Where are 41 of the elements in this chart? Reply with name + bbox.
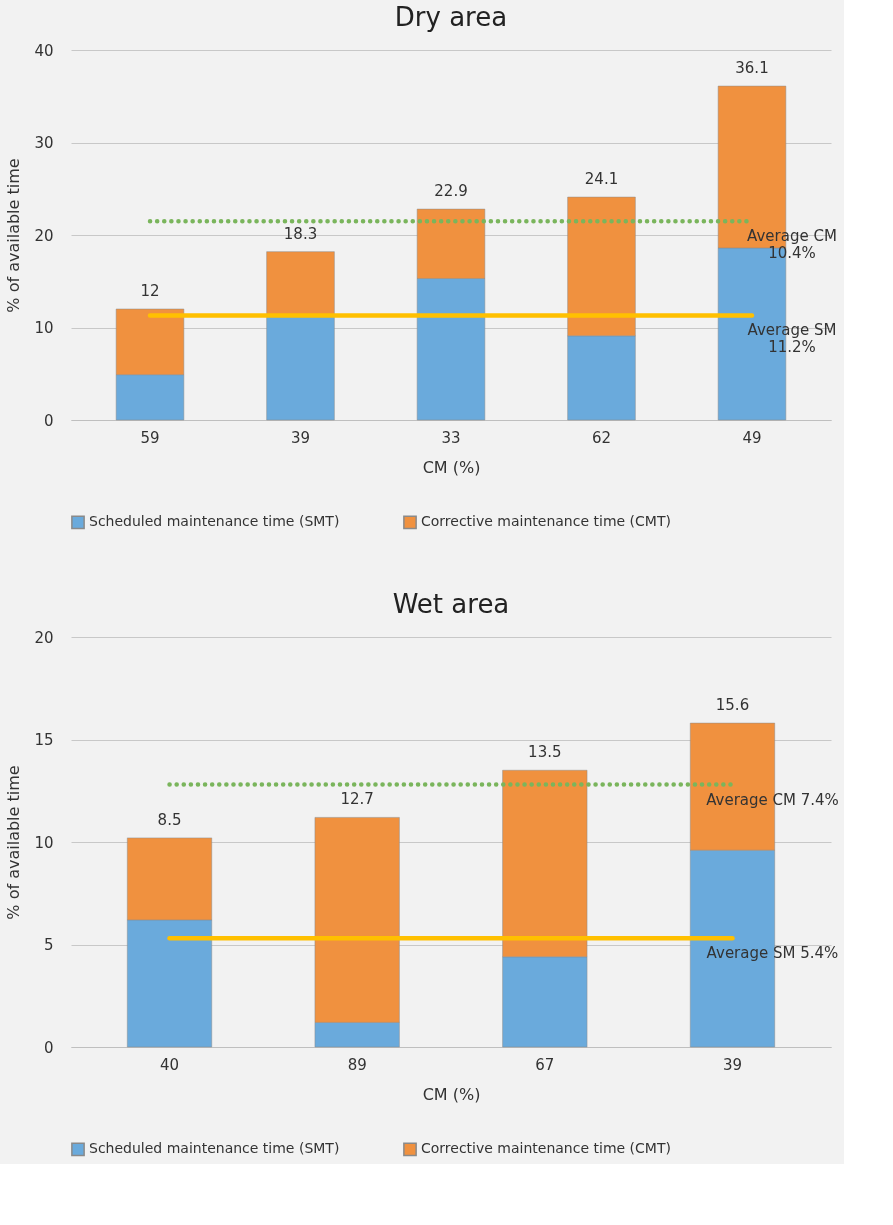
y-tick-label: 20	[34, 628, 54, 647]
y-axis-title: % of available time	[4, 158, 24, 313]
legend-label: Scheduled maintenance time (SMT)	[89, 513, 340, 530]
legend-label: Corrective maintenance time (CMT)	[421, 1140, 671, 1157]
annotation: 13.5	[528, 743, 562, 762]
total-label: 36.1	[735, 59, 769, 78]
x-tick-label: 67	[535, 1055, 555, 1074]
total-label: 12	[140, 282, 160, 300]
total-label: 24.1	[584, 170, 619, 189]
annotation: 12.7	[340, 790, 374, 809]
y-axis-title: % of available time	[4, 765, 24, 920]
x-tick-label: 49	[742, 428, 762, 447]
total-label: 18.3	[283, 224, 318, 243]
x-tick-label: 33	[441, 428, 461, 447]
y-tick-label: 40	[34, 41, 54, 60]
annotation: 8.5	[157, 810, 182, 829]
x-tick-label: 39	[290, 428, 311, 447]
y-tick-label: 0	[43, 411, 54, 430]
y-tick-label: 15	[34, 731, 54, 749]
bar	[266, 315, 335, 421]
x-tick-label: 62	[591, 428, 612, 447]
y-tick-label: 10	[34, 319, 54, 337]
y-tick-label: 30	[34, 134, 54, 152]
x-axis-title: CM (%)	[422, 1084, 481, 1104]
y-tick-label: 0	[43, 1038, 54, 1057]
x-axis-title: CM (%)	[422, 457, 481, 477]
total-label: 22.9	[434, 182, 468, 201]
y-tick-label: 5	[43, 936, 54, 954]
x-tick-label: 40	[159, 1055, 180, 1074]
annotation: 15.6	[715, 696, 750, 715]
y-tick-label: 20	[34, 226, 54, 245]
legend-label: Scheduled maintenance time (SMT)	[89, 1140, 340, 1157]
bar	[266, 251, 335, 316]
x-tick-label: 59	[140, 428, 160, 447]
x-tick-label: 89	[347, 1055, 367, 1074]
y-tick-label: 10	[34, 833, 54, 852]
chart-title: Wet area	[392, 589, 510, 619]
chart-title: Dry area	[394, 2, 508, 32]
x-tick-label: 39	[722, 1055, 743, 1074]
legend-label: Corrective maintenance time (CMT)	[421, 513, 671, 530]
annotation: Average SM 5.4%	[706, 944, 839, 963]
